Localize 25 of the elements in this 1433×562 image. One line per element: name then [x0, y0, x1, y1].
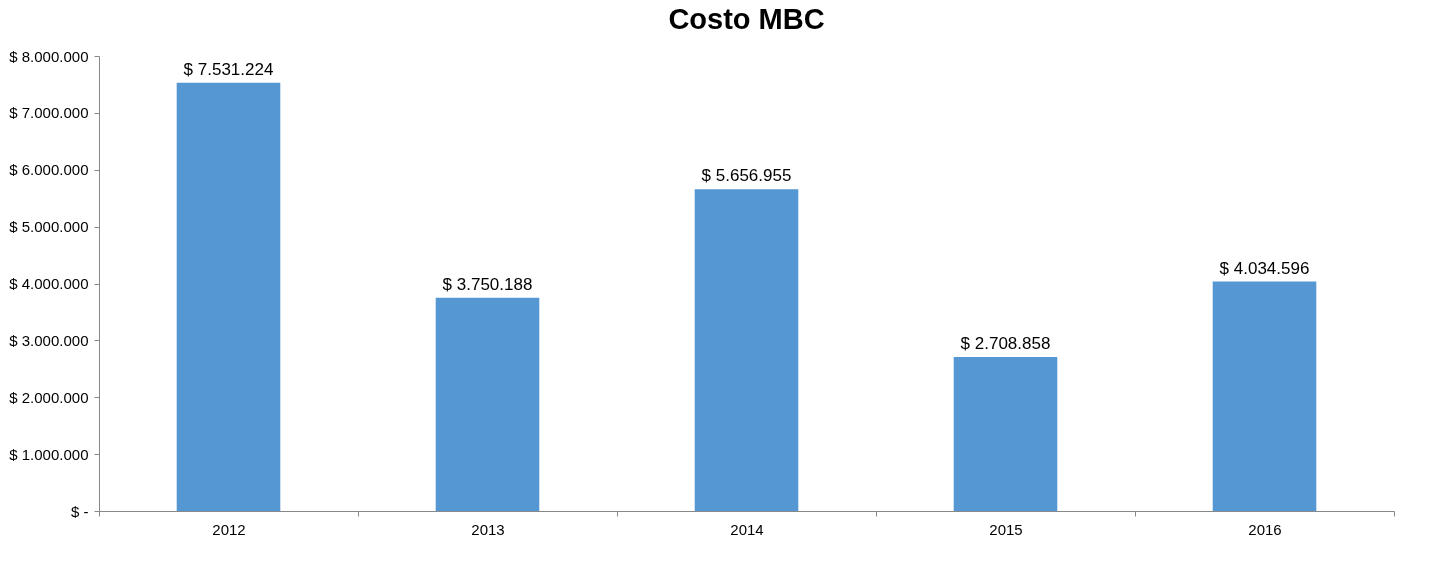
- y-tick-label: $ 1.000.000: [9, 445, 89, 463]
- y-tick-label: $ 4.000.000: [9, 275, 89, 292]
- bar: [953, 356, 1058, 511]
- y-tick-label: $ 3.000.000: [9, 331, 89, 349]
- bar: [1212, 281, 1317, 511]
- y-tick-label: $ 6.000.000: [9, 161, 89, 179]
- y-tick-label: $ 5.000.000: [9, 218, 89, 236]
- y-tick-label: $ 8.000.000: [9, 47, 89, 65]
- bar: [435, 297, 540, 511]
- data-label: $ 4.034.596: [1219, 258, 1310, 278]
- x-tick-label: 2012: [212, 520, 246, 538]
- chart-title: Costo MBC: [668, 3, 825, 35]
- data-label: $ 3.750.188: [442, 274, 533, 294]
- y-tick-label: $ 7.000.000: [9, 104, 89, 122]
- data-label: $ 7.531.224: [183, 59, 274, 79]
- x-tick-label: 2013: [471, 520, 505, 538]
- bar: [694, 189, 799, 511]
- data-label: $ 5.656.955: [701, 166, 792, 186]
- y-tick-label: $ 2.000.000: [9, 388, 89, 406]
- y-tick-label: $ -: [70, 502, 89, 520]
- bar: [176, 82, 281, 511]
- data-label: $ 2.708.858: [960, 333, 1051, 353]
- x-tick-label: 2014: [730, 520, 764, 538]
- x-tick-label: 2016: [1248, 520, 1282, 538]
- x-tick-label: 2015: [989, 520, 1023, 538]
